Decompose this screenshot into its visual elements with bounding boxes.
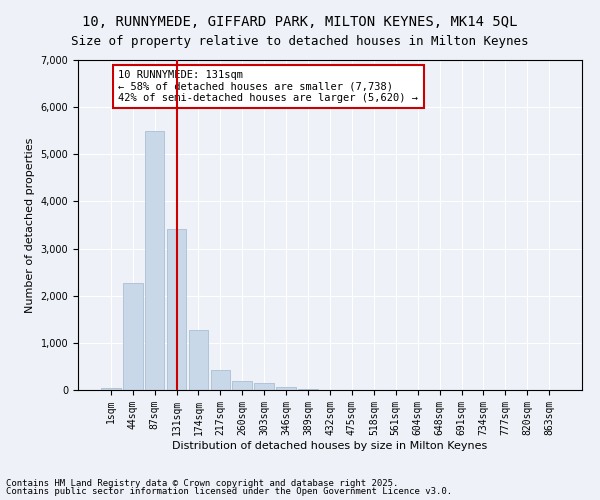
Text: Size of property relative to detached houses in Milton Keynes: Size of property relative to detached ho… [71, 35, 529, 48]
Bar [167, 229, 187, 390]
Bar [145, 130, 164, 390]
Bar [101, 388, 121, 390]
Bar [188, 330, 208, 390]
Bar [123, 282, 143, 390]
Bar [232, 381, 252, 390]
Bar [276, 387, 296, 390]
X-axis label: Distribution of detached houses by size in Milton Keynes: Distribution of detached houses by size … [172, 440, 488, 450]
Text: Contains HM Land Registry data © Crown copyright and database right 2025.: Contains HM Land Registry data © Crown c… [6, 478, 398, 488]
Text: Contains public sector information licensed under the Open Government Licence v3: Contains public sector information licen… [6, 487, 452, 496]
Y-axis label: Number of detached properties: Number of detached properties [25, 138, 35, 312]
Text: 10 RUNNYMEDE: 131sqm
← 58% of detached houses are smaller (7,738)
42% of semi-de: 10 RUNNYMEDE: 131sqm ← 58% of detached h… [118, 70, 418, 103]
Bar [254, 384, 274, 390]
Bar [211, 370, 230, 390]
Text: 10, RUNNYMEDE, GIFFARD PARK, MILTON KEYNES, MK14 5QL: 10, RUNNYMEDE, GIFFARD PARK, MILTON KEYN… [82, 15, 518, 29]
